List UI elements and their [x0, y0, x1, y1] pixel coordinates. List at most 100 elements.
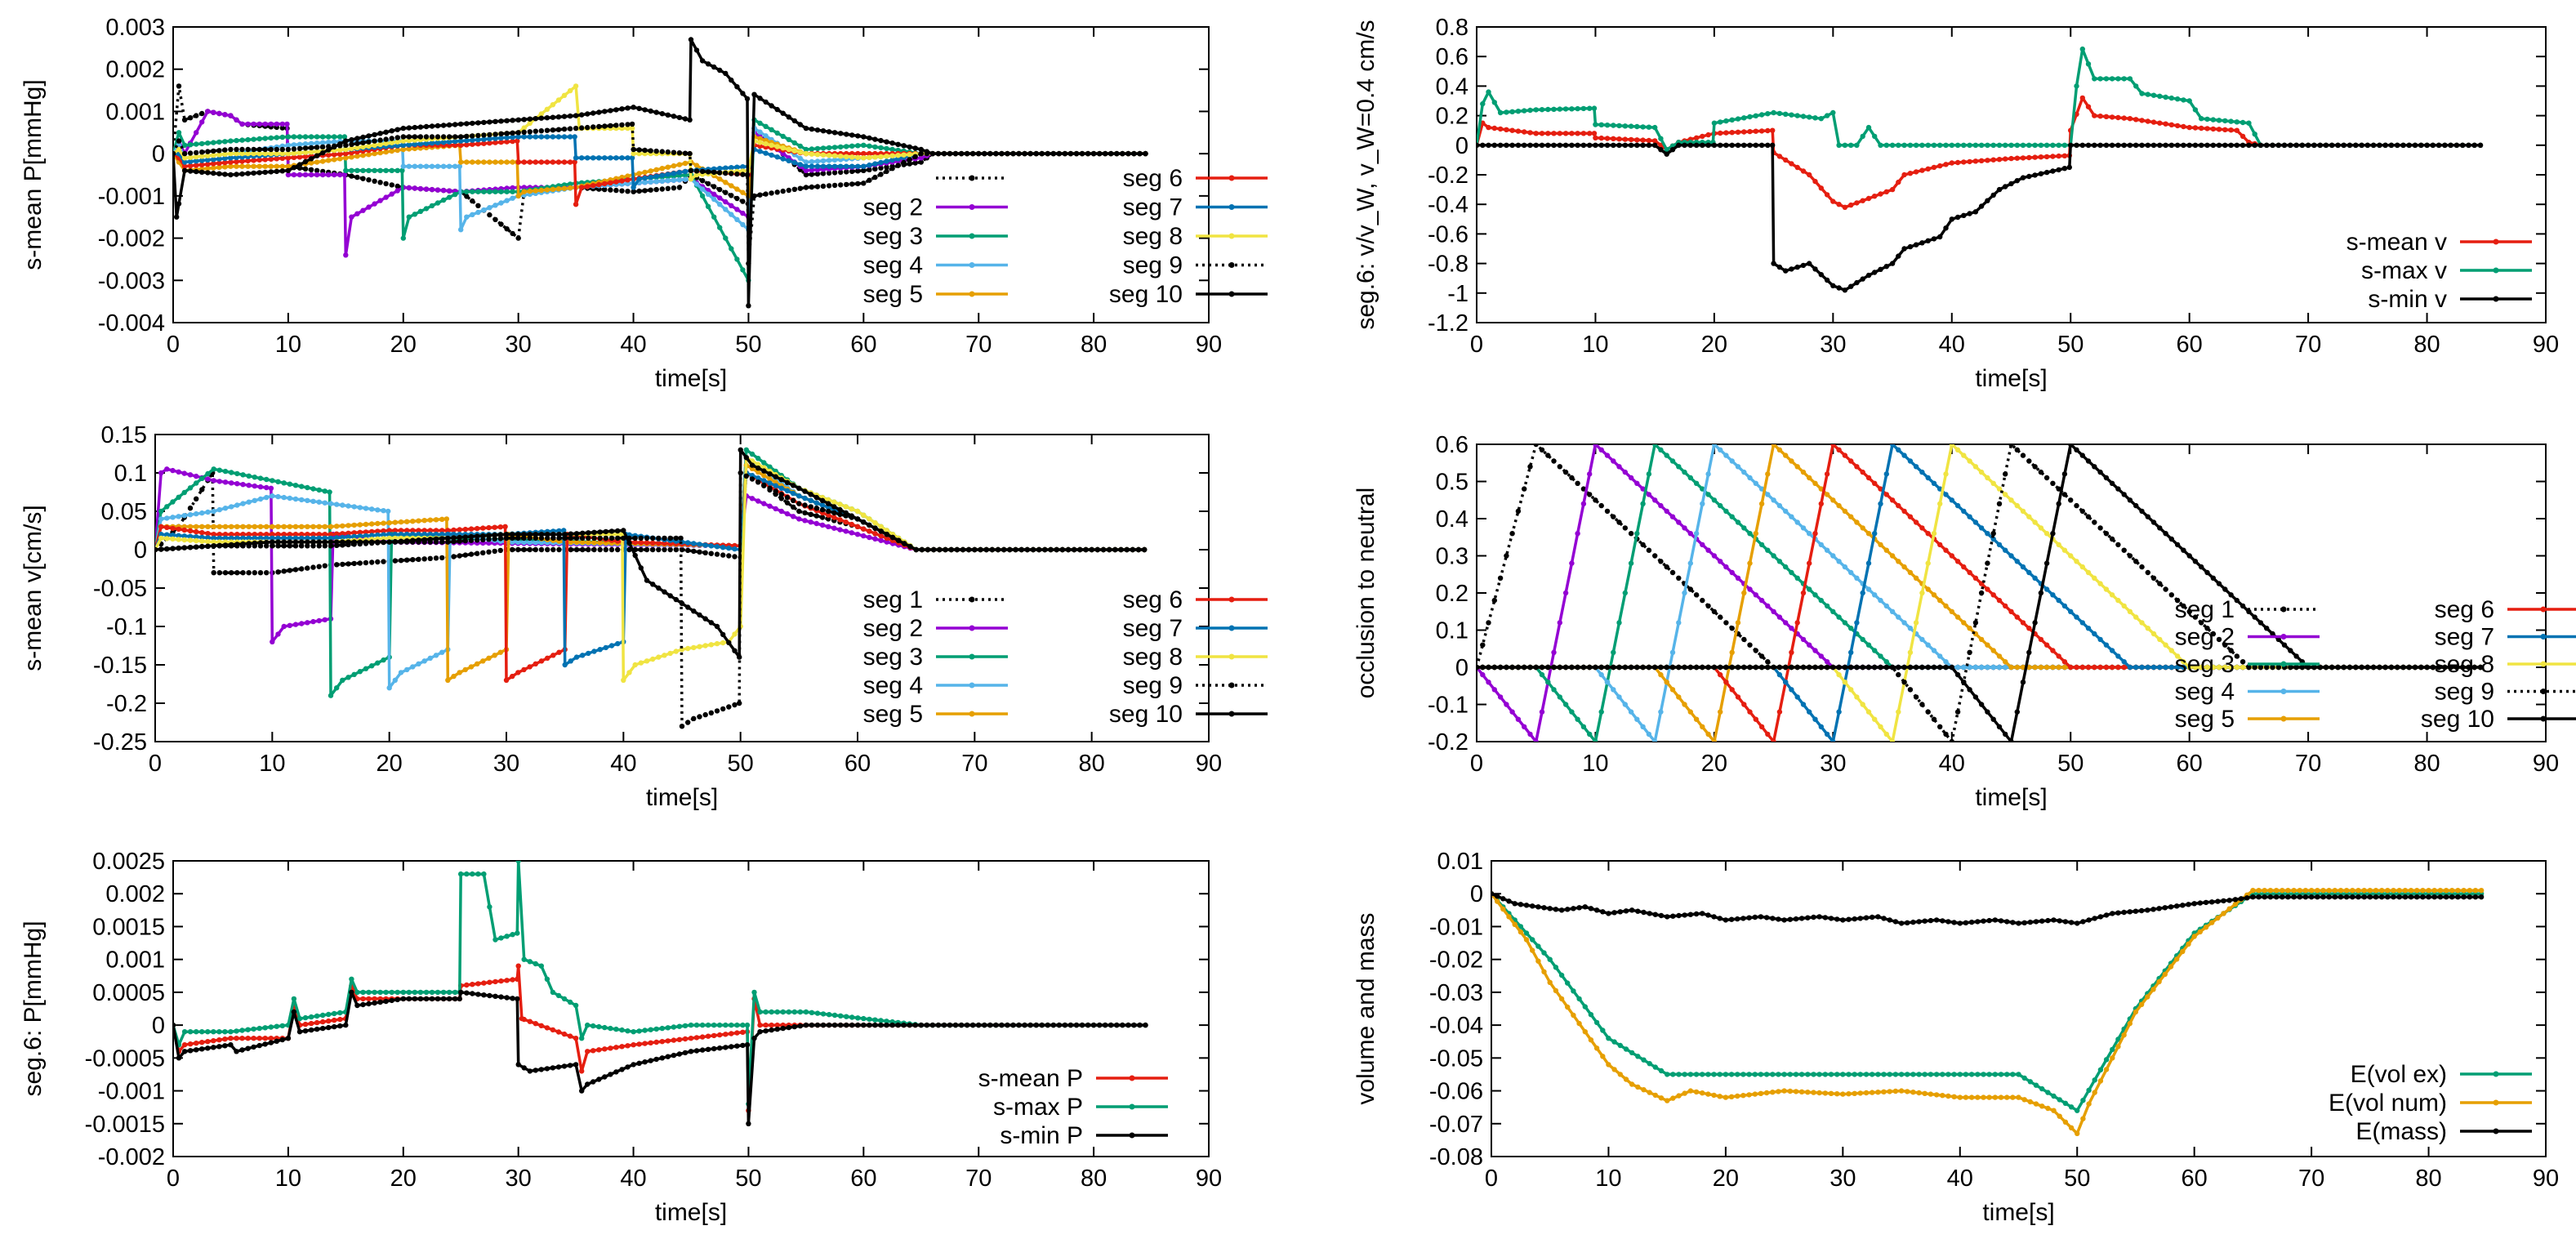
- data-point: [468, 533, 475, 540]
- data-point: [1545, 142, 1551, 148]
- data-point: [1598, 135, 1604, 141]
- data-point: [1794, 575, 1800, 581]
- data-point: [769, 142, 774, 148]
- data-point: [228, 159, 234, 165]
- data-point: [2043, 169, 2050, 176]
- y-tick-label: -0.1: [1428, 693, 1468, 719]
- data-point: [464, 142, 470, 148]
- data-point: [586, 546, 591, 553]
- data-point: [486, 537, 492, 542]
- data-point: [545, 532, 550, 537]
- data-point: [314, 145, 320, 150]
- data-point: [199, 162, 205, 167]
- data-point: [1569, 709, 1575, 715]
- data-point: [791, 514, 796, 519]
- data-point: [1883, 659, 1889, 665]
- data-point: [1522, 129, 1527, 135]
- data-point: [375, 532, 381, 538]
- data-point: [299, 532, 305, 537]
- data-point: [394, 188, 400, 194]
- data-point: [1711, 142, 1718, 148]
- data-point: [2210, 142, 2216, 148]
- series-line: [1477, 444, 2480, 669]
- data-point: [400, 163, 406, 169]
- data-point: [173, 150, 176, 157]
- data-point: [410, 557, 416, 563]
- data-point: [819, 515, 826, 520]
- data-point: [416, 528, 421, 533]
- data-point: [222, 159, 228, 166]
- data-point: [504, 118, 510, 123]
- data-point: [296, 154, 303, 160]
- data-point: [743, 455, 749, 461]
- data-point: [849, 181, 855, 187]
- data-point: [1800, 525, 1807, 531]
- data-point: [1545, 106, 1551, 113]
- data-point: [797, 122, 803, 127]
- data-point: [1996, 186, 2003, 193]
- data-point: [199, 529, 205, 536]
- x-tick-label: 40: [1939, 332, 1965, 358]
- data-point: [291, 142, 297, 148]
- data-point: [2066, 164, 2072, 171]
- data-point: [164, 466, 170, 472]
- x-tick-label: 10: [259, 751, 285, 777]
- data-point: [305, 539, 310, 545]
- data-point: [274, 121, 279, 127]
- data-point: [1729, 458, 1735, 464]
- data-point: [440, 134, 447, 140]
- data-point: [702, 550, 708, 555]
- data-point: [351, 522, 357, 528]
- data-point: [1889, 261, 1896, 266]
- data-point: [262, 157, 268, 163]
- data-point: [504, 189, 510, 194]
- data-point: [316, 532, 322, 537]
- data-point: [861, 167, 867, 173]
- data-point: [1593, 142, 1598, 148]
- data-point: [1646, 142, 1652, 148]
- data-point: [281, 623, 287, 630]
- data-point: [314, 172, 320, 178]
- data-point: [328, 543, 334, 549]
- data-point: [211, 543, 216, 549]
- data-point: [1783, 111, 1789, 117]
- y-axis-label: seg.6: v/v_W, v_W=0.4 cm/s: [1353, 20, 1379, 329]
- data-point: [515, 134, 521, 140]
- data-point: [837, 517, 843, 523]
- data-point: [1539, 107, 1545, 113]
- data-point: [1562, 702, 1569, 707]
- data-point: [1705, 492, 1711, 497]
- data-point: [659, 172, 665, 178]
- data-point: [492, 216, 498, 222]
- data-point: [464, 121, 470, 127]
- data-point: [562, 532, 568, 537]
- data-point: [1776, 264, 1783, 270]
- data-point: [383, 136, 389, 142]
- data-point: [389, 191, 394, 197]
- data-point: [1747, 475, 1753, 481]
- data-point: [947, 150, 953, 157]
- data-point: [1711, 120, 1718, 126]
- data-point: [767, 464, 773, 470]
- data-point: [349, 136, 354, 143]
- data-point: [1753, 648, 1758, 653]
- data-point: [2003, 664, 2008, 671]
- data-point: [867, 522, 872, 528]
- data-point: [1036, 546, 1042, 553]
- data-point: [334, 524, 340, 529]
- data-point: [573, 113, 579, 118]
- data-point: [740, 198, 746, 204]
- data-point: [954, 546, 960, 553]
- data-point: [1687, 142, 1693, 148]
- data-point: [638, 540, 644, 546]
- data-point: [673, 596, 679, 603]
- data-point: [443, 516, 450, 522]
- data-point: [246, 541, 252, 546]
- data-point: [270, 535, 275, 542]
- x-tick-label: 40: [610, 751, 636, 777]
- data-point: [1090, 150, 1097, 157]
- data-point: [545, 535, 550, 542]
- data-point: [445, 677, 451, 683]
- data-point: [292, 524, 299, 529]
